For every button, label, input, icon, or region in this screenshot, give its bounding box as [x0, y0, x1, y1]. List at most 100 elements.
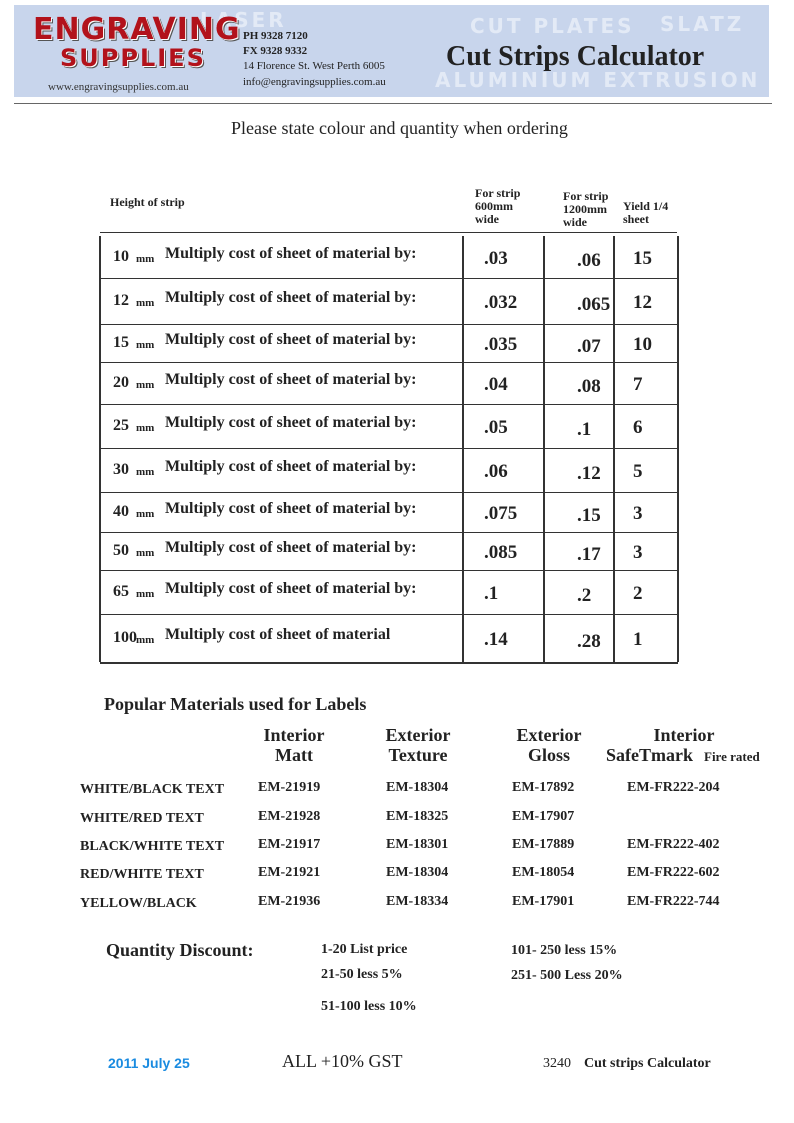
factor-1200: .17	[577, 544, 601, 565]
row-text: Multiply cost of sheet of material by:	[165, 458, 417, 475]
banner	[14, 5, 769, 97]
row-text: Multiply cost of sheet of material by:	[165, 245, 417, 262]
row-rule	[100, 362, 678, 363]
yield: 15	[633, 248, 652, 269]
unit: mm	[136, 508, 155, 520]
unit: mm	[136, 253, 155, 265]
phone: PH 9328 7120	[243, 30, 308, 42]
strip-height: 20	[113, 374, 129, 391]
discount-item: 101- 250 less 15%	[511, 943, 618, 958]
material-code: EM-18054	[512, 865, 575, 880]
strip-height: 15	[113, 334, 129, 351]
fax: FX 9328 9332	[243, 45, 308, 57]
factor-600: .04	[484, 374, 508, 395]
unit: mm	[136, 588, 155, 600]
row-rule	[100, 532, 678, 533]
strip-height: 12	[113, 292, 129, 309]
colour-name: WHITE/RED TEXT	[80, 811, 204, 826]
row-text: Multiply cost of sheet of material	[165, 626, 391, 643]
material-column-header: Texture	[388, 745, 448, 765]
gst-note: ALL +10% GST	[282, 1051, 403, 1071]
yield: 1	[633, 629, 643, 650]
row-rule	[100, 448, 678, 449]
yield: 2	[633, 583, 643, 604]
row-text: Multiply cost of sheet of material by:	[165, 500, 417, 517]
strip-height: 65	[113, 583, 129, 600]
row-rule	[100, 614, 678, 615]
material-code: EM-18301	[386, 837, 449, 852]
factor-1200: .065	[577, 294, 611, 315]
background-word: CUT PLATES	[470, 14, 635, 38]
colour-name: YELLOW/BLACK	[80, 896, 197, 911]
factor-1200: .08	[577, 376, 601, 397]
unit: mm	[136, 339, 155, 351]
material-code: EM-21917	[258, 837, 321, 852]
material-code: EM-FR222-402	[627, 837, 720, 852]
factor-1200: .12	[577, 463, 601, 484]
column-header: Height of strip	[110, 195, 185, 209]
factor-1200: .2	[577, 585, 592, 606]
address: 14 Florence St. West Perth 6005	[243, 60, 385, 72]
material-code: EM-21936	[258, 894, 321, 909]
unit: mm	[136, 422, 155, 434]
column-rule	[462, 236, 464, 662]
row-rule	[100, 278, 678, 279]
logo-text: ENGRAVING	[33, 12, 241, 47]
background-word: SLATZ	[660, 12, 745, 36]
yield: 10	[633, 334, 652, 355]
colour-name: WHITE/BLACK TEXT	[80, 782, 225, 797]
colour-name: RED/WHITE TEXT	[80, 867, 204, 882]
factor-600: .085	[484, 542, 518, 563]
column-rule	[613, 236, 615, 662]
ref-number: 3240	[543, 1056, 571, 1071]
yield: 3	[633, 542, 643, 563]
column-header: For strip 600mm wide	[475, 186, 521, 227]
factor-600: .03	[484, 248, 508, 269]
material-column-header: Exterior	[385, 725, 451, 745]
discount-item: 1-20 List price	[321, 942, 408, 957]
instruction: Please state colour and quantity when or…	[231, 118, 568, 138]
date: 2011 July 25	[108, 1055, 190, 1071]
unit: mm	[136, 466, 155, 478]
yield: 5	[633, 461, 643, 482]
material-code: EM-17901	[512, 894, 575, 909]
material-code: EM-18334	[386, 894, 449, 909]
strip-height: 10	[113, 248, 129, 265]
strip-height: 50	[113, 542, 129, 559]
strip-height: 100	[113, 629, 137, 646]
website: www.engravingsupplies.com.au	[48, 81, 189, 93]
material-code: EM-21921	[258, 865, 321, 880]
colour-name: BLACK/WHITE TEXT	[80, 839, 225, 854]
factor-600: .14	[484, 629, 508, 650]
factor-600: .1	[484, 583, 499, 604]
ref-title: Cut strips Calculator	[584, 1056, 711, 1071]
row-text: Multiply cost of sheet of material by:	[165, 580, 417, 597]
fire-rated-note: Fire rated	[704, 749, 760, 764]
discount-item: 21-50 less 5%	[321, 967, 403, 982]
material-code: EM-17892	[512, 780, 575, 795]
column-header: For strip 1200mm wide	[563, 189, 609, 230]
material-column-header: Interior	[263, 725, 325, 745]
material-code: EM-18325	[386, 809, 449, 824]
factor-600: .075	[484, 503, 518, 524]
material-code: EM-FR222-744	[627, 894, 720, 909]
material-code: EM-17907	[512, 809, 575, 824]
factor-1200: .06	[577, 250, 601, 271]
material-code: EM-18304	[386, 865, 449, 880]
row-text: Multiply cost of sheet of material by:	[165, 539, 417, 556]
row-rule	[100, 404, 678, 405]
yield: 3	[633, 503, 643, 524]
discount-item: 51-100 less 10%	[321, 999, 417, 1014]
row-text: Multiply cost of sheet of material by:	[165, 289, 417, 306]
unit: mm	[136, 634, 155, 646]
row-rule	[100, 324, 678, 325]
material-code: EM-21919	[258, 780, 321, 795]
yield: 12	[633, 292, 652, 313]
strip-height: 40	[113, 503, 129, 520]
material-code: EM-21928	[258, 809, 321, 824]
material-code: EM-17889	[512, 837, 575, 852]
material-code: EM-18304	[386, 780, 449, 795]
material-code: EM-FR222-204	[627, 780, 720, 795]
factor-600: .06	[484, 461, 508, 482]
